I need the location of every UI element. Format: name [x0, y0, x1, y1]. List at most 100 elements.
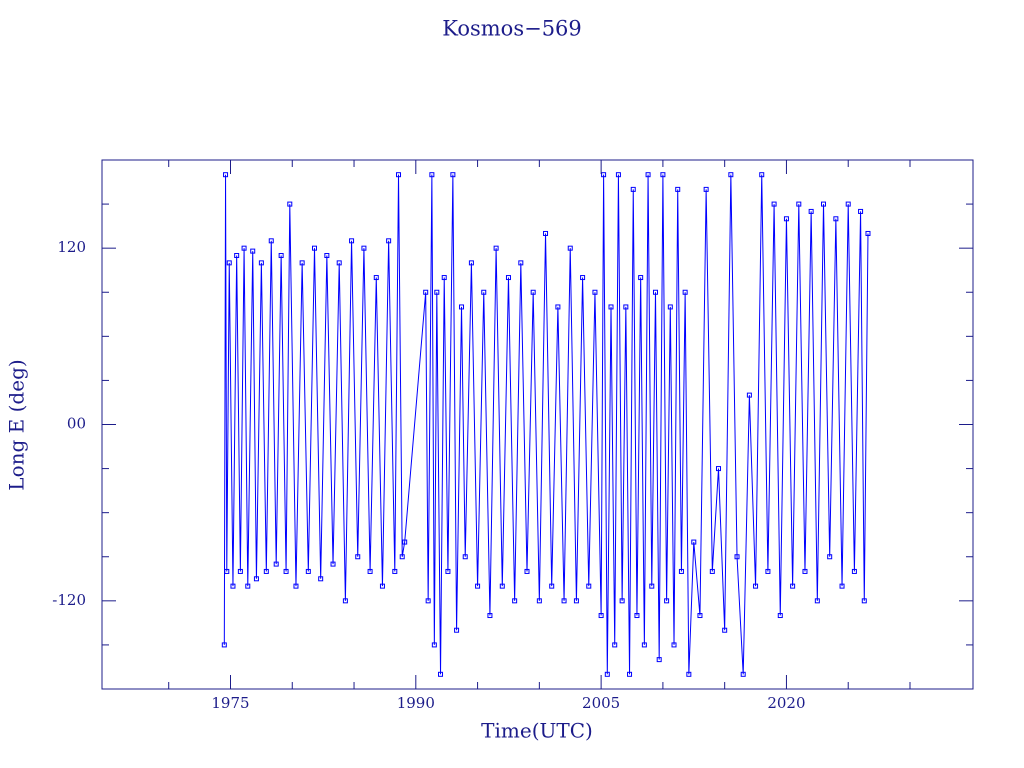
point-marker — [734, 554, 740, 560]
x-tick-label: 2005 — [582, 694, 620, 712]
point-marker — [649, 583, 655, 589]
point-marker — [349, 238, 355, 244]
point-marker — [827, 554, 833, 560]
point-marker — [580, 275, 586, 281]
point-marker — [336, 260, 342, 266]
point-marker — [753, 583, 759, 589]
point-marker — [839, 583, 845, 589]
point-marker — [318, 576, 324, 582]
point-marker — [287, 201, 293, 207]
point-marker — [671, 642, 677, 648]
point-marker — [512, 598, 518, 604]
point-marker — [278, 253, 284, 259]
point-marker — [641, 642, 647, 648]
point-marker — [342, 598, 348, 604]
point-marker — [355, 554, 361, 560]
point-marker — [450, 172, 456, 178]
point-marker — [861, 598, 867, 604]
point-marker — [536, 598, 542, 604]
point-marker — [630, 186, 636, 192]
point-marker — [441, 275, 447, 281]
point-marker — [697, 613, 703, 619]
point-marker — [709, 568, 715, 574]
point-marker — [373, 275, 379, 281]
point-marker — [324, 253, 330, 259]
point-marker — [505, 275, 511, 281]
x-tick-label: 1975 — [211, 694, 249, 712]
point-marker — [438, 671, 444, 677]
point-marker — [604, 671, 610, 677]
point-marker — [518, 260, 524, 266]
point-marker — [555, 304, 561, 310]
point-marker — [703, 186, 709, 192]
point-marker — [865, 230, 871, 236]
point-marker — [759, 172, 765, 178]
point-marker — [586, 583, 592, 589]
point-marker — [475, 583, 481, 589]
point-marker — [802, 568, 808, 574]
plot-frame — [101, 159, 974, 690]
point-marker — [722, 627, 728, 633]
x-tick-label: 2020 — [767, 694, 805, 712]
point-marker — [283, 568, 289, 574]
point-marker — [667, 304, 673, 310]
point-marker — [230, 583, 236, 589]
point-marker — [226, 260, 232, 266]
point-marker — [386, 238, 392, 244]
point-marker — [253, 576, 259, 582]
point-marker — [796, 201, 802, 207]
point-marker — [612, 642, 618, 648]
point-marker — [771, 201, 777, 207]
point-marker — [549, 583, 555, 589]
point-marker — [268, 238, 274, 244]
point-marker — [311, 245, 317, 251]
point-marker — [468, 260, 474, 266]
point-marker — [638, 275, 644, 281]
point-marker — [740, 671, 746, 677]
point-marker — [821, 201, 827, 207]
point-marker — [293, 583, 299, 589]
point-marker — [524, 568, 530, 574]
point-marker — [434, 289, 440, 295]
point-marker — [615, 172, 621, 178]
point-marker — [623, 304, 629, 310]
point-marker — [263, 568, 269, 574]
point-marker — [675, 186, 681, 192]
point-marker — [777, 613, 783, 619]
point-marker — [543, 230, 549, 236]
y-tick-label: 00 — [67, 415, 86, 433]
point-marker — [330, 561, 336, 567]
point-marker — [258, 260, 264, 266]
point-marker — [814, 598, 820, 604]
point-marker — [429, 172, 435, 178]
point-marker — [367, 568, 373, 574]
point-marker — [656, 657, 662, 663]
point-marker — [598, 613, 604, 619]
point-marker — [221, 642, 227, 648]
point-marker — [790, 583, 796, 589]
point-marker — [530, 289, 536, 295]
point-marker — [299, 260, 305, 266]
point-marker — [493, 245, 499, 251]
point-marker — [845, 201, 851, 207]
point-marker — [361, 245, 367, 251]
point-marker — [462, 554, 468, 560]
point-marker — [715, 466, 721, 472]
point-marker — [765, 568, 771, 574]
point-marker — [499, 583, 505, 589]
point-marker — [627, 671, 633, 677]
point-marker — [425, 598, 431, 604]
point-marker — [454, 627, 460, 633]
point-marker — [273, 561, 279, 567]
point-marker — [481, 289, 487, 295]
point-marker — [660, 172, 666, 178]
point-marker — [237, 568, 243, 574]
y-axis-label: Long E (deg) — [5, 359, 29, 490]
point-marker — [561, 598, 567, 604]
x-tick-label: 1990 — [397, 694, 435, 712]
point-marker — [619, 598, 625, 604]
point-marker — [396, 172, 402, 178]
point-marker — [833, 216, 839, 222]
point-marker — [245, 583, 251, 589]
point-marker — [851, 568, 857, 574]
